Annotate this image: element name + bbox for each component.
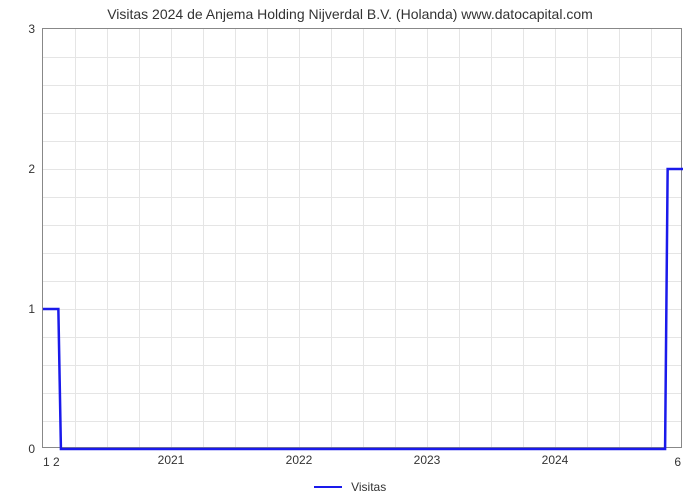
legend-label: Visitas xyxy=(351,480,386,494)
y-tick-label: 1 xyxy=(28,302,35,316)
chart-area: 012320212022202320241 26 xyxy=(42,28,682,448)
x-tick-label: 2021 xyxy=(158,453,185,467)
corner-label-left: 1 2 xyxy=(43,455,60,469)
y-tick-label: 2 xyxy=(28,162,35,176)
line-series-layer xyxy=(43,29,683,449)
legend-swatch xyxy=(314,486,342,488)
chart-title: Visitas 2024 de Anjema Holding Nijverdal… xyxy=(0,6,700,22)
y-tick-label: 0 xyxy=(28,442,35,456)
x-tick-label: 2022 xyxy=(286,453,313,467)
x-tick-label: 2023 xyxy=(414,453,441,467)
plot-area: 012320212022202320241 26 xyxy=(42,28,682,448)
corner-label-right: 6 xyxy=(674,455,681,469)
x-tick-label: 2024 xyxy=(542,453,569,467)
legend: Visitas xyxy=(0,479,700,494)
y-tick-label: 3 xyxy=(28,22,35,36)
